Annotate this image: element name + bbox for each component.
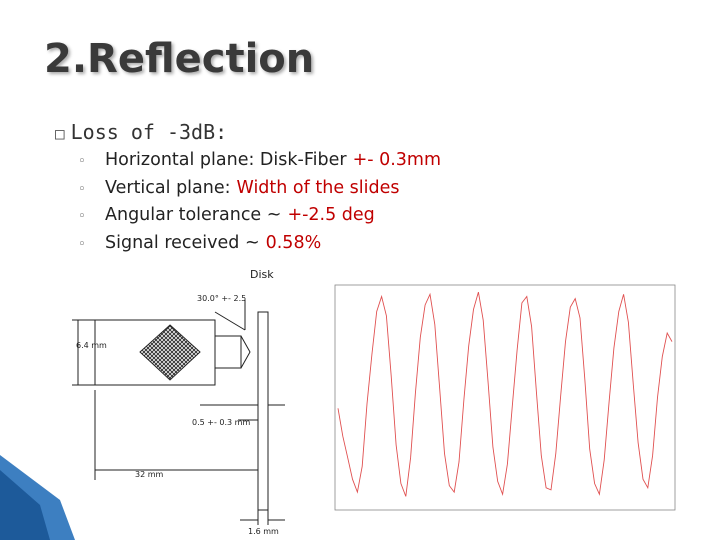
diagram-label: 32 mm: [135, 470, 164, 479]
bullet: □ Loss of -3d​B:: [55, 120, 228, 144]
sub-bullets: ◦ Horizontal plane: Disk-Fiber +- 0.3mm ◦ Ve…: [78, 150, 441, 260]
diagram-label: 6.4 mm: [76, 341, 107, 350]
corner-decoration: [0, 470, 50, 540]
slide-title: 2.Reflection: [44, 36, 315, 82]
sub-bullet: ◦ Vertical plane: Width of the slides: [78, 178, 441, 206]
fiber-diagram: [72, 300, 285, 525]
sub-bullet: ◦ Signal received ~0.58%: [78, 233, 441, 261]
plot-frame: [334, 284, 676, 511]
signal-plot: [337, 291, 673, 497]
bullet-value: Width of the slides: [236, 177, 400, 198]
bullet-label: Horizontal plane: Disk-Fiber: [105, 150, 347, 170]
diagram-label: 1.6 mm: [248, 527, 279, 536]
bullet-value: 0.58%: [265, 232, 322, 253]
bullet-text: Loss of -3d​B:: [70, 120, 228, 144]
bullet-value: +- 0.3mm: [352, 150, 442, 170]
bullet-label: Angular tolerance ~: [105, 205, 282, 225]
bullet-marker: ◦: [78, 181, 86, 197]
diagram-label: 30.0° +- 2.5: [197, 294, 246, 303]
bullet-label: Signal received ~: [105, 232, 260, 253]
sub-bullet: ◦ Angular tolerance ~ +-2.5 deg: [78, 205, 441, 233]
bullet-marker: ◦: [78, 209, 86, 224]
signal-line: [337, 291, 673, 497]
bullet-marker: ◦: [78, 154, 86, 169]
diagram-label: 0.5 +- 0.3 mm: [192, 418, 250, 427]
bullet-value: +-2.5 deg: [287, 205, 375, 225]
sub-bullet: ◦ Horizontal plane: Disk-Fiber +- 0.3mm: [78, 150, 441, 178]
bullet-marker: ◦: [78, 236, 86, 252]
bullet-label: Vertical plane:: [105, 177, 231, 198]
diagram-label: Disk: [250, 268, 274, 281]
